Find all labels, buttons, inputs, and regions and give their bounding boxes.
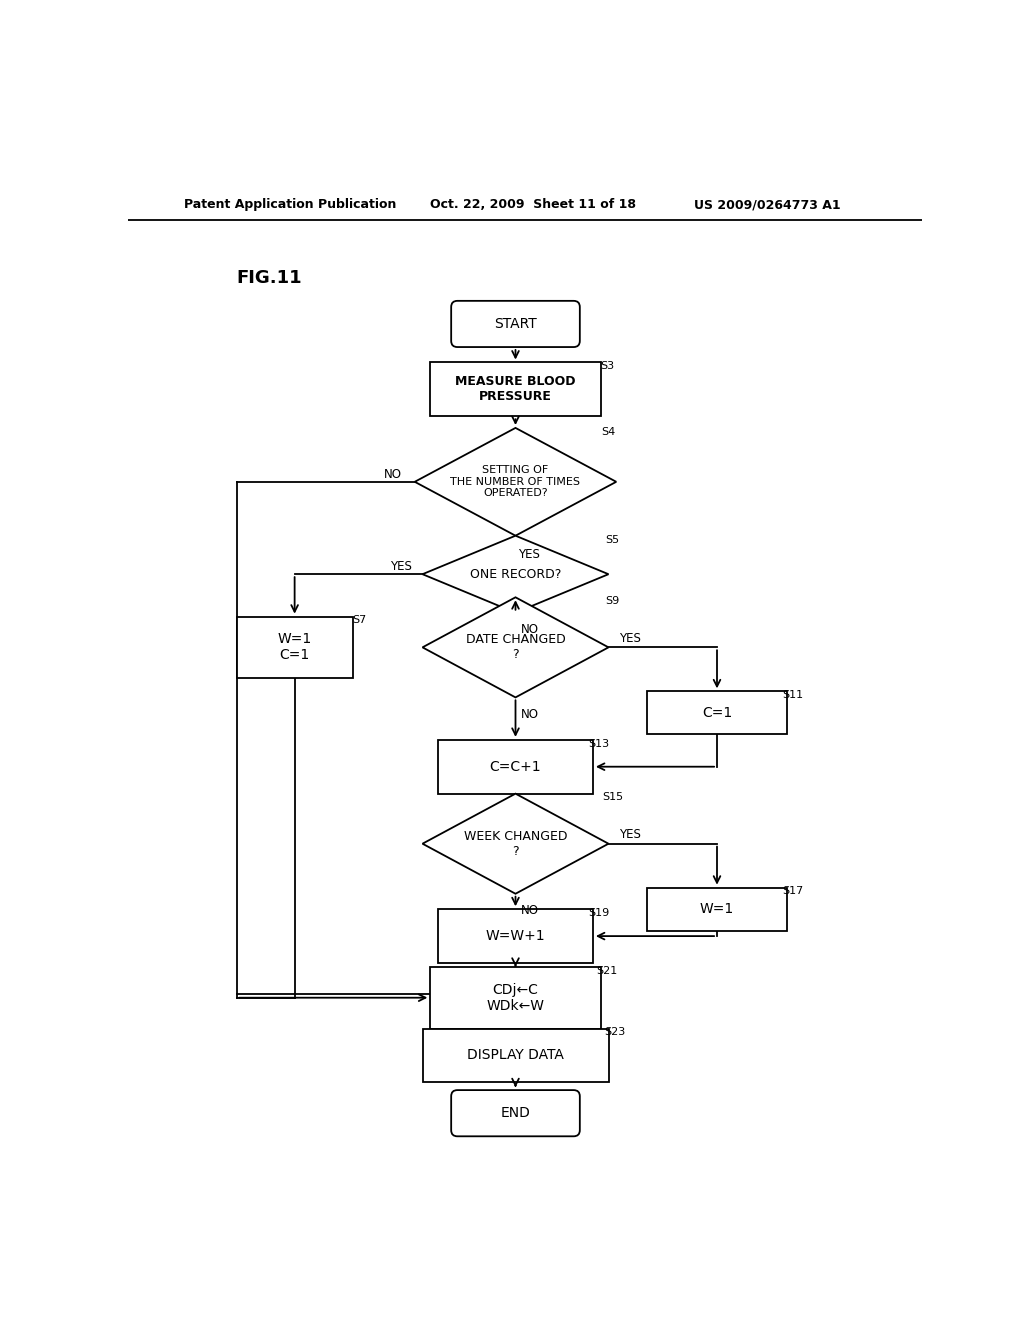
Text: S3: S3 (600, 362, 614, 371)
Text: DISPLAY DATA: DISPLAY DATA (467, 1048, 564, 1063)
Polygon shape (423, 793, 608, 894)
Text: YES: YES (620, 631, 641, 644)
Polygon shape (423, 536, 608, 612)
Text: S23: S23 (604, 1027, 626, 1038)
Text: S21: S21 (596, 966, 617, 975)
Text: NO: NO (520, 904, 539, 917)
Text: ONE RECORD?: ONE RECORD? (470, 568, 561, 581)
Text: Oct. 22, 2009  Sheet 11 of 18: Oct. 22, 2009 Sheet 11 of 18 (430, 198, 636, 211)
Text: NO: NO (384, 467, 402, 480)
FancyBboxPatch shape (452, 1090, 580, 1137)
Bar (438, 909, 593, 964)
Text: S7: S7 (352, 615, 366, 626)
Text: C=1: C=1 (701, 706, 732, 719)
Bar (430, 363, 601, 416)
Text: US 2009/0264773 A1: US 2009/0264773 A1 (693, 198, 841, 211)
Text: MEASURE BLOOD
PRESSURE: MEASURE BLOOD PRESSURE (456, 375, 575, 404)
Text: C=C+1: C=C+1 (489, 760, 542, 774)
Text: FIG.11: FIG.11 (237, 269, 302, 286)
Text: S5: S5 (605, 535, 620, 545)
Text: DATE CHANGED
?: DATE CHANGED ? (466, 634, 565, 661)
Text: S17: S17 (782, 887, 804, 896)
Text: S11: S11 (782, 690, 804, 700)
FancyBboxPatch shape (452, 301, 580, 347)
Text: S4: S4 (601, 426, 615, 437)
Polygon shape (415, 428, 616, 536)
Bar (438, 739, 593, 793)
Bar (647, 887, 786, 931)
Text: CDj←C
WDk←W: CDj←C WDk←W (486, 982, 545, 1012)
Text: WEEK CHANGED
?: WEEK CHANGED ? (464, 830, 567, 858)
Text: Patent Application Publication: Patent Application Publication (183, 198, 396, 211)
Text: NO: NO (520, 708, 539, 721)
Text: S19: S19 (589, 908, 610, 917)
Text: START: START (495, 317, 537, 331)
Text: YES: YES (390, 560, 412, 573)
Text: END: END (501, 1106, 530, 1121)
Bar (647, 692, 786, 734)
Text: NO: NO (520, 623, 539, 636)
Bar (430, 966, 601, 1028)
Text: W=1: W=1 (699, 902, 734, 916)
Bar (423, 1028, 608, 1082)
Text: S9: S9 (605, 597, 620, 606)
Text: YES: YES (518, 548, 541, 561)
Bar (237, 616, 352, 678)
Text: W=W+1: W=W+1 (485, 929, 546, 942)
Polygon shape (423, 597, 608, 697)
Text: S13: S13 (589, 739, 609, 748)
Text: YES: YES (620, 828, 641, 841)
Text: W=1
C=1: W=1 C=1 (278, 632, 311, 663)
Text: S15: S15 (602, 792, 623, 803)
Text: SETTING OF
THE NUMBER OF TIMES
OPERATED?: SETTING OF THE NUMBER OF TIMES OPERATED? (451, 465, 581, 499)
